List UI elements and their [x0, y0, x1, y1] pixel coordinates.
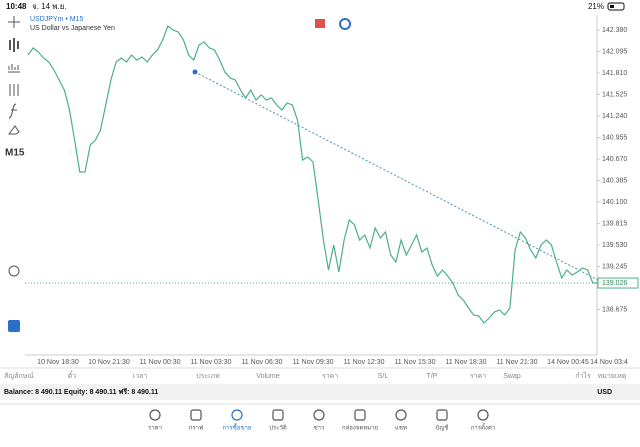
y-tick-label: 140.385: [602, 177, 627, 184]
tab-icon[interactable]: [272, 409, 284, 421]
tab-label[interactable]: กราฟ: [189, 425, 203, 432]
tab-label[interactable]: กล่องจดหมาย: [342, 425, 378, 432]
column-header: ราคา: [470, 373, 486, 380]
currency: USD: [597, 389, 612, 396]
tab-label[interactable]: การตั้งค่า: [471, 422, 495, 432]
column-header: Volume: [256, 373, 279, 380]
tab-icon[interactable]: [395, 409, 407, 421]
y-tick-label: 141.810: [602, 70, 627, 77]
tab-icon[interactable]: [231, 409, 243, 421]
trend-start: [192, 69, 198, 75]
tab-label[interactable]: ราคา: [148, 425, 162, 432]
current-price-tag: [597, 277, 639, 289]
y-tick-label: 140.100: [602, 199, 627, 206]
x-tick-label: 14 Nov 00:45: [547, 359, 589, 366]
y-tick-label: 138.675: [602, 306, 627, 313]
column-header: หมายเหตุ: [598, 373, 627, 380]
x-tick-label: 11 Nov 03:30: [190, 359, 231, 366]
column-header: สัญลักษณ์: [4, 372, 34, 380]
column-header: กำไร: [575, 371, 591, 380]
date: จ. 14 พ.ย.: [32, 2, 67, 11]
column-header: ราคา: [322, 373, 338, 380]
trade-button[interactable]: [8, 320, 20, 332]
y-tick-label: 142.380: [602, 27, 627, 34]
x-tick-label: 11 Nov 21:30: [496, 359, 537, 366]
y-tick-label: 142.095: [602, 48, 627, 55]
one-click-buy[interactable]: [339, 18, 351, 30]
balance-row: [0, 384, 640, 400]
battery-text: 21%: [588, 2, 604, 11]
x-tick-label: 10 Nov 21:30: [88, 359, 130, 366]
y-tick-label: 139.815: [602, 220, 627, 227]
zoom-tool[interactable]: [8, 265, 20, 277]
function-tool[interactable]: [8, 103, 17, 119]
current-price-label: 139.026: [602, 280, 627, 287]
battery-level: [610, 5, 614, 8]
toolbar: [8, 16, 20, 277]
clock: 10:48: [6, 2, 27, 11]
y-tick-label: 141.525: [602, 91, 627, 98]
price-line: [27, 25, 598, 324]
column-header: ตั๋ว: [68, 371, 77, 380]
balance: Balance: 8 490.11 Equity: 8 490.11 ฟรี: …: [4, 388, 158, 396]
symbol: USDJPYm • M15: [30, 16, 84, 23]
tab-icon[interactable]: [149, 409, 161, 421]
y-tick-label: 139.530: [602, 242, 627, 249]
column-header: Swap: [503, 373, 521, 380]
x-tick-label: 11 Nov 06:30: [241, 359, 282, 366]
y-tick-label: 139.245: [602, 263, 627, 270]
tab-label[interactable]: บัญชี: [436, 424, 449, 432]
battery-icon: [607, 2, 625, 11]
tab-icon[interactable]: [436, 409, 448, 421]
indicator-tool[interactable]: [8, 64, 20, 73]
column-header: เวลา: [133, 373, 148, 380]
tab-icon[interactable]: [354, 409, 366, 421]
x-tick-label: 11 Nov 15:30: [394, 359, 435, 366]
x-tick-label: 10 Nov 18:30: [37, 359, 79, 366]
tab-icon[interactable]: [190, 409, 202, 421]
x-tick-label: 11 Nov 18:30: [445, 359, 486, 366]
settings-tool[interactable]: [9, 84, 19, 96]
x-tick-label: 11 Nov 00:30: [139, 359, 180, 366]
tab-label[interactable]: ข่าว: [314, 425, 325, 432]
y-tick-label: 140.955: [602, 134, 627, 141]
chart-type-tool[interactable]: [9, 38, 19, 52]
column-header: S/L: [378, 373, 389, 380]
objects-tool[interactable]: [8, 125, 20, 135]
tab-label[interactable]: แชท: [395, 425, 407, 432]
y-tick-label: 140.670: [602, 156, 627, 163]
description: US Dollar vs Japanese Yen: [30, 25, 115, 32]
x-tick-label: 11 Nov 09:30: [292, 359, 333, 366]
crosshair-tool[interactable]: [8, 16, 20, 28]
one-click-sell[interactable]: [315, 19, 325, 28]
x-tick-label: 14 Nov 03:4: [590, 359, 628, 366]
tab-icon[interactable]: [313, 409, 325, 421]
column-header: T/P: [427, 373, 438, 380]
timeframe[interactable]: M15: [5, 148, 25, 159]
tab-icon[interactable]: [477, 409, 489, 421]
column-header: ประเภท: [196, 373, 220, 380]
y-tick-label: 141.240: [602, 113, 627, 120]
tab-label[interactable]: การซื้อขาย: [223, 422, 252, 432]
x-tick-label: 11 Nov 12:30: [343, 359, 384, 366]
tab-label[interactable]: ประวัติ: [269, 425, 287, 432]
